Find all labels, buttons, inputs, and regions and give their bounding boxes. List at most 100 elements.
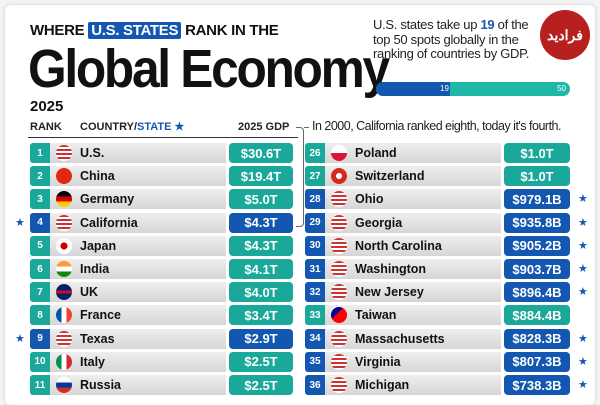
gdp-cell: $1.0T bbox=[504, 166, 570, 187]
rank-cell: 30 bbox=[305, 235, 325, 256]
name-label: Ohio bbox=[355, 192, 384, 207]
rank-cell: 33 bbox=[305, 305, 325, 326]
state-star-icon: ★ bbox=[578, 286, 588, 299]
flag-us-icon bbox=[331, 377, 347, 393]
gdp-cell: $807.3B bbox=[504, 351, 570, 372]
kicker-before: WHERE bbox=[30, 22, 85, 39]
name-label: New Jersey bbox=[355, 285, 424, 300]
name-label: North Carolina bbox=[355, 238, 442, 253]
progress-value-label: 19 bbox=[440, 84, 449, 93]
flag-us-icon bbox=[331, 191, 347, 208]
table-row: 10 Italy $2.5T bbox=[30, 351, 293, 372]
name-label: Switzerland bbox=[355, 169, 425, 184]
summary-count: 19 bbox=[480, 17, 495, 32]
kicker: WHERE U.S. STATES RANK IN THE bbox=[30, 22, 279, 39]
share-progress-bar: 19 50 bbox=[376, 82, 570, 96]
gdp-cell: $979.1B bbox=[504, 189, 570, 210]
table-row: 2 China $19.4T bbox=[30, 166, 293, 187]
watermark-logo: فرادید bbox=[540, 10, 590, 60]
rank-cell: 31 bbox=[305, 259, 325, 279]
name-label: Russia bbox=[80, 378, 121, 392]
flag-us-icon bbox=[56, 145, 72, 161]
table-row: 1 U.S. $30.6T bbox=[30, 143, 293, 163]
name-cell: New Jersey bbox=[325, 282, 501, 303]
flag-us-icon bbox=[56, 214, 72, 231]
name-label: UK bbox=[80, 285, 99, 300]
name-label: Italy bbox=[80, 354, 106, 369]
rank-cell: 1 bbox=[30, 143, 50, 163]
year: 2025 bbox=[30, 98, 64, 115]
state-star-icon: ★ bbox=[15, 216, 25, 229]
gdp-cell: $935.8B bbox=[504, 212, 570, 233]
state-star-icon: ★ bbox=[578, 332, 588, 345]
gdp-cell: $3.4T bbox=[229, 305, 293, 326]
state-star-icon: ★ bbox=[578, 193, 588, 206]
name-label: China bbox=[80, 169, 115, 184]
rank-cell: 28 bbox=[305, 189, 325, 210]
name-cell: Italy bbox=[50, 351, 226, 372]
table-row: 7 UK $4.0T bbox=[30, 282, 293, 303]
name-label: Virginia bbox=[355, 354, 401, 369]
flag-ch-icon bbox=[331, 168, 347, 185]
flag-fr-icon bbox=[56, 307, 72, 324]
table-row: 32 New Jersey $896.4B bbox=[305, 282, 570, 303]
name-label: Texas bbox=[80, 331, 115, 346]
gdp-cell: $30.6T bbox=[229, 143, 293, 163]
table-row: 4 California $4.3T bbox=[30, 212, 293, 233]
country-label: COUNTRY/ bbox=[80, 121, 138, 133]
state-label: STATE bbox=[137, 121, 172, 133]
flag-us-icon bbox=[331, 284, 347, 301]
gdp-header: 2025 GDP bbox=[238, 121, 290, 133]
name-cell: U.S. bbox=[50, 143, 226, 163]
gdp-cell: $884.4B bbox=[504, 305, 570, 326]
state-star-icon: ★ bbox=[578, 379, 588, 391]
name-cell: Germany bbox=[50, 189, 226, 210]
table-row: 8 France $3.4T bbox=[30, 305, 293, 326]
gdp-cell: $5.0T bbox=[229, 189, 293, 210]
flag-us-icon bbox=[331, 214, 347, 231]
name-label: Georgia bbox=[355, 215, 403, 230]
gdp-cell: $903.7B bbox=[504, 259, 570, 279]
table-row: 31 Washington $903.7B bbox=[305, 259, 570, 279]
table-row: 11 Russia $2.5T bbox=[30, 375, 293, 395]
flag-pl-icon bbox=[331, 145, 347, 161]
rank-cell: 9 bbox=[30, 328, 50, 349]
name-cell: India bbox=[50, 259, 226, 279]
kicker-highlight: U.S. STATES bbox=[88, 22, 182, 39]
header-divider bbox=[28, 137, 298, 138]
gdp-cell: $4.3T bbox=[229, 235, 293, 256]
flag-us-icon bbox=[331, 237, 347, 254]
name-cell: Massachusetts bbox=[325, 328, 501, 349]
rank-cell: 7 bbox=[30, 282, 50, 303]
gdp-cell: $896.4B bbox=[504, 282, 570, 303]
name-label: Michigan bbox=[355, 378, 410, 392]
gdp-cell: $2.5T bbox=[229, 375, 293, 395]
flag-it-icon bbox=[56, 353, 72, 370]
table-row: 29 Georgia $935.8B bbox=[305, 212, 570, 233]
gdp-cell: $19.4T bbox=[229, 166, 293, 187]
name-cell: Russia bbox=[50, 375, 226, 395]
rank-cell: 5 bbox=[30, 235, 50, 256]
rank-header: RANK bbox=[30, 121, 62, 133]
flag-us-icon bbox=[56, 330, 72, 347]
name-label: Poland bbox=[355, 146, 397, 160]
flag-uk-icon bbox=[56, 284, 72, 301]
flag-de-icon bbox=[56, 191, 72, 208]
table-row: 5 Japan $4.3T bbox=[30, 235, 293, 256]
name-cell: California bbox=[50, 212, 226, 233]
name-cell: UK bbox=[50, 282, 226, 303]
flag-in-icon bbox=[56, 261, 72, 277]
name-cell: North Carolina bbox=[325, 235, 501, 256]
state-star-icon: ★ bbox=[578, 216, 588, 229]
rank-cell: 6 bbox=[30, 259, 50, 279]
rank-cell: 10 bbox=[30, 351, 50, 372]
name-cell: Japan bbox=[50, 235, 226, 256]
page-title: Global Economy bbox=[28, 39, 390, 99]
flag-us-icon bbox=[331, 353, 347, 370]
name-label: Washington bbox=[355, 262, 427, 276]
progress-fill bbox=[376, 82, 450, 96]
rank-cell: 11 bbox=[30, 375, 50, 395]
table-row: 26 Poland $1.0T bbox=[305, 143, 570, 163]
gdp-cell: $828.3B bbox=[504, 328, 570, 349]
name-label: Japan bbox=[80, 238, 117, 253]
